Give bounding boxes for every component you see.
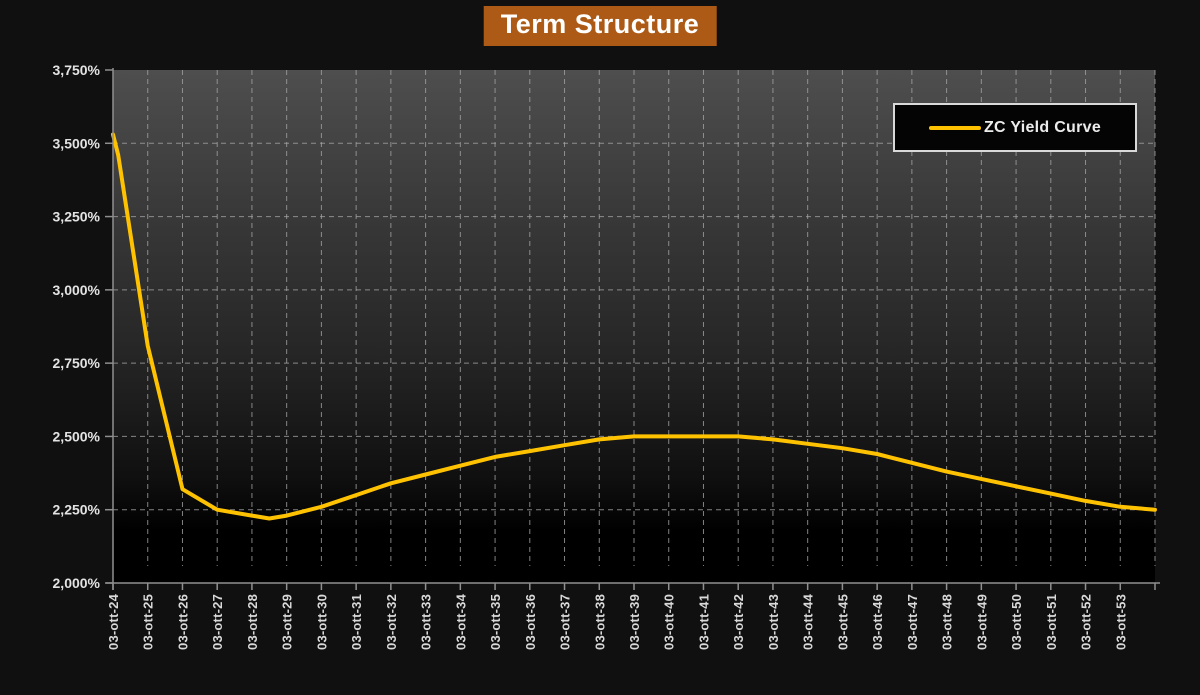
zc-yield-curve-line	[111, 132, 1157, 521]
x-tick-label: 03-ott-25	[141, 594, 156, 650]
x-tick-label: 03-ott-47	[905, 594, 920, 650]
x-tick-label: 03-ott-44	[801, 593, 816, 650]
x-tick-label: 03-ott-30	[314, 594, 329, 650]
plot-floor-band	[113, 566, 1155, 583]
x-tick-label: 03-ott-36	[523, 594, 538, 650]
x-tick-label: 03-ott-33	[419, 594, 434, 650]
y-tick-label: 2,000%	[53, 575, 101, 591]
x-tick-label: 03-ott-37	[558, 594, 573, 650]
x-tick-label: 03-ott-29	[280, 594, 295, 650]
y-tick-label: 3,000%	[53, 282, 101, 298]
x-tick-label: 03-ott-43	[766, 594, 781, 650]
legend-box: ZC Yield Curve	[893, 103, 1137, 152]
x-tick-label: 03-ott-27	[210, 594, 225, 650]
x-tick-label: 03-ott-38	[592, 594, 607, 650]
legend-series-label: ZC Yield Curve	[983, 118, 1102, 136]
x-tick-label: 03-ott-32	[384, 594, 399, 650]
x-tick-label: 03-ott-34	[453, 593, 468, 650]
x-tick-label: 03-ott-28	[245, 594, 260, 650]
y-tick-label: 3,750%	[53, 62, 101, 78]
x-tick-label: 03-ott-46	[870, 594, 885, 650]
x-tick-label: 03-ott-35	[488, 594, 503, 650]
x-tick-label: 03-ott-51	[1044, 594, 1059, 650]
x-tick-label: 03-ott-26	[175, 594, 190, 650]
x-tick-label: 03-ott-50	[1009, 594, 1024, 650]
x-tick-label: 03-ott-45	[835, 594, 850, 650]
x-tick-label: 03-ott-42	[731, 594, 746, 650]
y-tick-label: 2,500%	[53, 428, 101, 444]
x-tick-label: 03-ott-40	[662, 594, 677, 650]
x-tick-label: 03-ott-49	[974, 594, 989, 650]
y-tick-label: 3,250%	[53, 209, 101, 225]
x-tick-label: 03-ott-41	[696, 594, 711, 650]
chart-title: Term Structure	[483, 6, 717, 46]
y-tick-label: 2,750%	[53, 355, 101, 371]
legend-line-sample-icon	[928, 125, 981, 130]
x-tick-label: 03-ott-31	[349, 594, 364, 650]
x-tick-label: 03-ott-53	[1113, 594, 1128, 650]
x-tick-label: 03-ott-39	[627, 594, 642, 650]
x-tick-label: 03-ott-52	[1079, 594, 1094, 650]
y-tick-label: 2,250%	[53, 502, 101, 518]
x-tick-label: 03-ott-24	[106, 593, 121, 650]
y-tick-label: 3,500%	[53, 135, 101, 151]
x-tick-label: 03-ott-48	[940, 594, 955, 650]
